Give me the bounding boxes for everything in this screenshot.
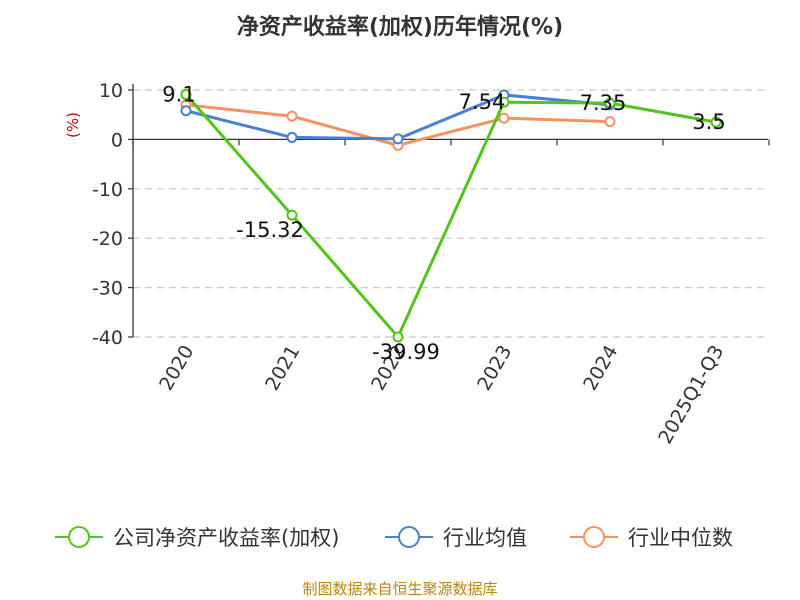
x-tick-label: 2024 — [579, 342, 622, 395]
data-point — [286, 209, 298, 221]
x-tick-label: 2025Q1-Q3 — [654, 342, 728, 448]
legend-marker-circle — [398, 526, 420, 548]
data-point — [392, 133, 404, 145]
data-label: -39.99 — [372, 340, 440, 364]
series-layer — [180, 88, 722, 343]
x-tick-label: 2020 — [155, 342, 198, 395]
data-point — [286, 110, 298, 122]
y-axis-label: (%) — [64, 112, 82, 138]
data-point — [604, 97, 616, 109]
legend-marker-circle — [68, 526, 90, 548]
data-label: 9.1 — [162, 82, 195, 106]
source-note: 制图数据来自恒生聚源数据库 — [302, 580, 497, 598]
data-point — [498, 96, 510, 108]
x-tick-label: 2023 — [473, 342, 516, 395]
data-point — [710, 116, 722, 128]
series-line — [184, 93, 717, 339]
y-tick-label: 10 — [99, 80, 123, 102]
y-tick-label: 0 — [111, 129, 123, 151]
legend-label: 公司净资产收益率(加权) — [113, 526, 339, 550]
grid-layer — [133, 89, 768, 338]
legend: 公司净资产收益率(加权) 行业均值 行业中位数 — [55, 526, 733, 550]
y-tick-label: -20 — [92, 228, 123, 250]
x-tick-label: 2021 — [261, 342, 304, 395]
legend-label: 行业均值 — [443, 526, 527, 550]
data-point — [286, 131, 298, 143]
data-label: 7.54 — [459, 90, 506, 114]
data-point — [392, 331, 404, 343]
data-label: 7.35 — [580, 91, 627, 115]
data-point — [604, 116, 616, 128]
data-label-layer: 9.1 -15.32 -39.99 7.54 7.35 3.5 — [162, 82, 725, 364]
y-tick-label: -30 — [92, 278, 123, 300]
legend-label: 行业中位数 — [628, 526, 733, 550]
data-label: 3.5 — [692, 110, 725, 134]
y-tick-label: -40 — [92, 327, 123, 349]
y-tick-label: -10 — [92, 179, 123, 201]
data-label: -15.32 — [236, 218, 304, 242]
legend-marker-circle — [583, 526, 605, 548]
data-point — [180, 88, 192, 100]
chart-title: 净资产收益率(加权)历年情况(%) — [237, 14, 563, 40]
data-point — [498, 112, 510, 124]
data-point — [180, 105, 192, 117]
